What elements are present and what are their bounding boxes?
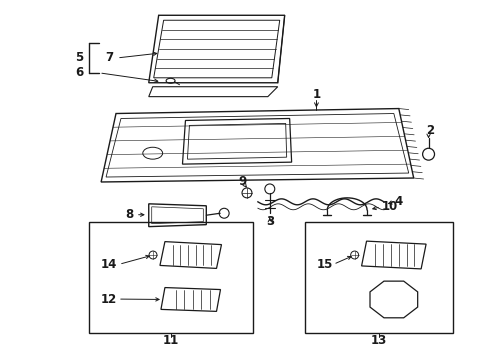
Text: 7: 7: [105, 51, 113, 64]
Text: 12: 12: [101, 293, 117, 306]
Text: 10: 10: [381, 200, 397, 213]
Text: 2: 2: [426, 124, 434, 137]
Text: 8: 8: [124, 208, 133, 221]
Text: 3: 3: [265, 215, 273, 228]
Text: 1: 1: [312, 88, 320, 101]
Text: 5: 5: [75, 51, 83, 64]
Text: 11: 11: [162, 334, 178, 347]
Text: 13: 13: [370, 334, 386, 347]
Text: 4: 4: [394, 195, 402, 208]
Text: 9: 9: [237, 175, 245, 189]
Bar: [304, 222, 452, 333]
Bar: [89, 222, 252, 333]
Text: 6: 6: [75, 66, 83, 79]
Text: 14: 14: [101, 258, 117, 271]
Text: 15: 15: [316, 258, 332, 271]
